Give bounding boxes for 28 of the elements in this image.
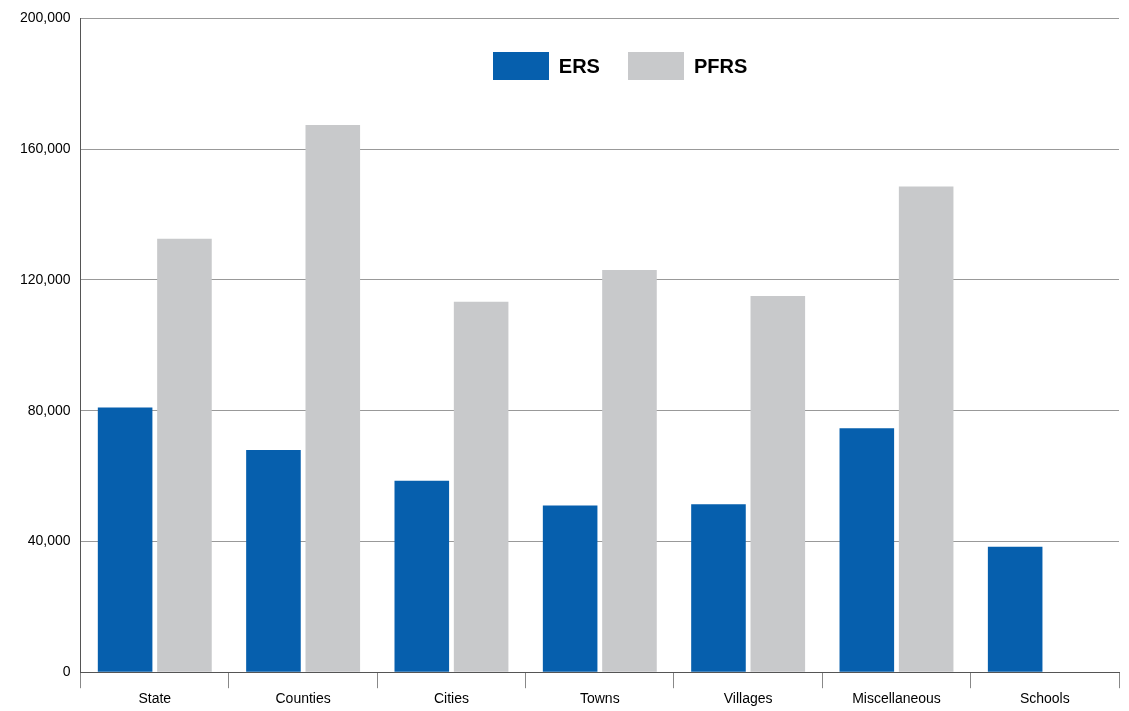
x-tick-label: Cities (433, 690, 469, 707)
y-tick-label: 0 (62, 663, 71, 680)
bar (157, 238, 212, 672)
y-tick-label: 120,000 (20, 270, 71, 287)
legend-label: PFRS (693, 54, 748, 78)
bar (691, 504, 746, 672)
y-tick-label: 200,000 (20, 9, 71, 26)
x-tick-label: Villages (723, 690, 773, 707)
bar (394, 480, 450, 672)
bar (305, 124, 361, 672)
x-tick-label: Counties (275, 690, 331, 707)
x-tick-label: Schools (1019, 690, 1070, 707)
bar (453, 301, 509, 672)
y-tick-label: 160,000 (20, 140, 71, 157)
bar (750, 295, 806, 672)
x-tick-label: Miscellaneous (852, 690, 941, 707)
y-tick-label: 40,000 (27, 532, 71, 549)
y-tick-label: 80,000 (27, 401, 71, 418)
x-tick-label: Towns (579, 690, 620, 707)
bar (898, 186, 954, 672)
legend-label: ERS (558, 54, 600, 78)
bar (602, 270, 657, 672)
bar (246, 449, 301, 672)
bar (987, 546, 1043, 672)
bar (839, 428, 895, 672)
bar (97, 407, 153, 672)
bar (542, 505, 598, 672)
x-tick-label: State (138, 690, 172, 707)
